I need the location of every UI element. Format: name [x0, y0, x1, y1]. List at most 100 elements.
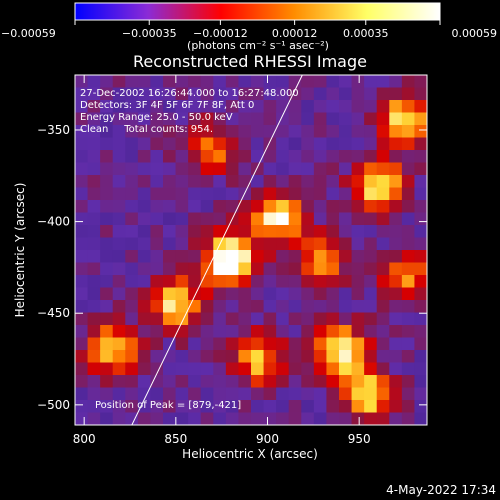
- heatmap-cell: [112, 225, 126, 239]
- heatmap-cell: [351, 312, 365, 326]
- heatmap-cell: [163, 125, 177, 139]
- heatmap-cell: [288, 187, 302, 201]
- heatmap-cell: [251, 225, 265, 239]
- heatmap-cell: [326, 237, 340, 251]
- heatmap-cell: [112, 262, 126, 276]
- heatmap-cell: [276, 137, 290, 151]
- heatmap: [75, 75, 427, 425]
- heatmap-cell: [376, 362, 390, 376]
- heatmap-cell: [389, 400, 403, 414]
- heatmap-cell: [75, 300, 89, 314]
- heatmap-cell: [288, 75, 302, 89]
- heatmap-cell: [288, 412, 302, 425]
- heatmap-cell: [112, 212, 126, 226]
- heatmap-cell: [339, 100, 353, 114]
- heatmap-cell: [125, 100, 139, 114]
- heatmap-cell: [175, 387, 189, 401]
- heatmap-cell: [376, 75, 390, 89]
- heatmap-cell: [263, 200, 277, 214]
- heatmap-cell: [351, 225, 365, 239]
- heatmap-cell: [401, 162, 416, 176]
- heatmap-cell: [163, 275, 177, 289]
- heatmap-cell: [376, 187, 390, 201]
- heatmap-cell: [414, 312, 427, 326]
- heatmap-cell: [112, 300, 126, 314]
- heatmap-cell: [326, 312, 340, 326]
- heatmap-cell: [200, 275, 214, 289]
- heatmap-cell: [200, 162, 214, 176]
- heatmap-cell: [163, 212, 177, 226]
- heatmap-cell: [75, 137, 89, 151]
- heatmap-cell: [251, 200, 265, 214]
- heatmap-cell: [163, 287, 177, 301]
- heatmap-cell: [175, 262, 189, 276]
- heatmap-cell: [414, 200, 427, 214]
- colorbar-tick-label: −0.00012: [193, 27, 248, 40]
- heatmap-cell: [313, 237, 328, 251]
- heatmap-cell: [326, 100, 340, 114]
- heatmap-cell: [137, 312, 152, 326]
- heatmap-cell: [263, 275, 277, 289]
- heatmap-cell: [414, 175, 427, 189]
- heatmap-cell: [125, 262, 139, 276]
- heatmap-cell: [401, 287, 416, 301]
- heatmap-cell: [87, 187, 101, 201]
- heatmap-cell: [150, 275, 164, 289]
- heatmap-cell: [225, 262, 240, 276]
- heatmap-cell: [150, 412, 164, 425]
- heatmap-cell: [112, 400, 126, 414]
- heatmap-cell: [238, 375, 252, 389]
- heatmap-cell: [401, 100, 416, 114]
- heatmap-cell: [112, 125, 126, 139]
- heatmap-cell: [364, 412, 378, 425]
- heatmap-cell: [364, 162, 378, 176]
- heatmap-cell: [376, 300, 390, 314]
- heatmap-cell: [351, 412, 365, 425]
- heatmap-cell: [376, 100, 390, 114]
- heatmap-cell: [87, 137, 101, 151]
- heatmap-cell: [251, 250, 265, 264]
- heatmap-cell: [288, 387, 302, 401]
- heatmap-cell: [112, 312, 126, 326]
- heatmap-cell: [313, 137, 328, 151]
- heatmap-cell: [326, 150, 340, 164]
- heatmap-cell: [112, 412, 126, 425]
- heatmap-cell: [150, 300, 164, 314]
- heatmap-cell: [225, 337, 240, 351]
- heatmap-cell: [401, 150, 416, 164]
- heatmap-cell: [175, 162, 189, 176]
- heatmap-cell: [376, 175, 390, 189]
- heatmap-cell: [137, 175, 152, 189]
- heatmap-cell: [225, 175, 240, 189]
- heatmap-cell: [238, 175, 252, 189]
- heatmap-cell: [238, 75, 252, 89]
- heatmap-cell: [112, 137, 126, 151]
- heatmap-cell: [188, 250, 202, 264]
- heatmap-cell: [339, 362, 353, 376]
- heatmap-cell: [213, 175, 227, 189]
- heatmap-cell: [163, 187, 177, 201]
- heatmap-cell: [389, 212, 403, 226]
- heatmap-cell: [301, 212, 315, 226]
- heatmap-cell: [125, 337, 139, 351]
- heatmap-cell: [364, 175, 378, 189]
- heatmap-cell: [188, 125, 202, 139]
- heatmap-cell: [125, 112, 139, 126]
- heatmap-cell: [225, 325, 240, 339]
- heatmap-cell: [313, 312, 328, 326]
- heatmap-cell: [175, 212, 189, 226]
- heatmap-cell: [213, 287, 227, 301]
- heatmap-cell: [213, 400, 227, 414]
- heatmap-cell: [238, 362, 252, 376]
- heatmap-cell: [112, 275, 126, 289]
- heatmap-cell: [276, 300, 290, 314]
- heatmap-cell: [288, 200, 302, 214]
- heatmap-cell: [376, 87, 390, 101]
- heatmap-cell: [213, 312, 227, 326]
- heatmap-cell: [288, 300, 302, 314]
- heatmap-cell: [100, 300, 114, 314]
- y-tick-label: −400: [37, 215, 70, 229]
- heatmap-cell: [225, 287, 240, 301]
- heatmap-cell: [301, 112, 315, 126]
- heatmap-cell: [376, 225, 390, 239]
